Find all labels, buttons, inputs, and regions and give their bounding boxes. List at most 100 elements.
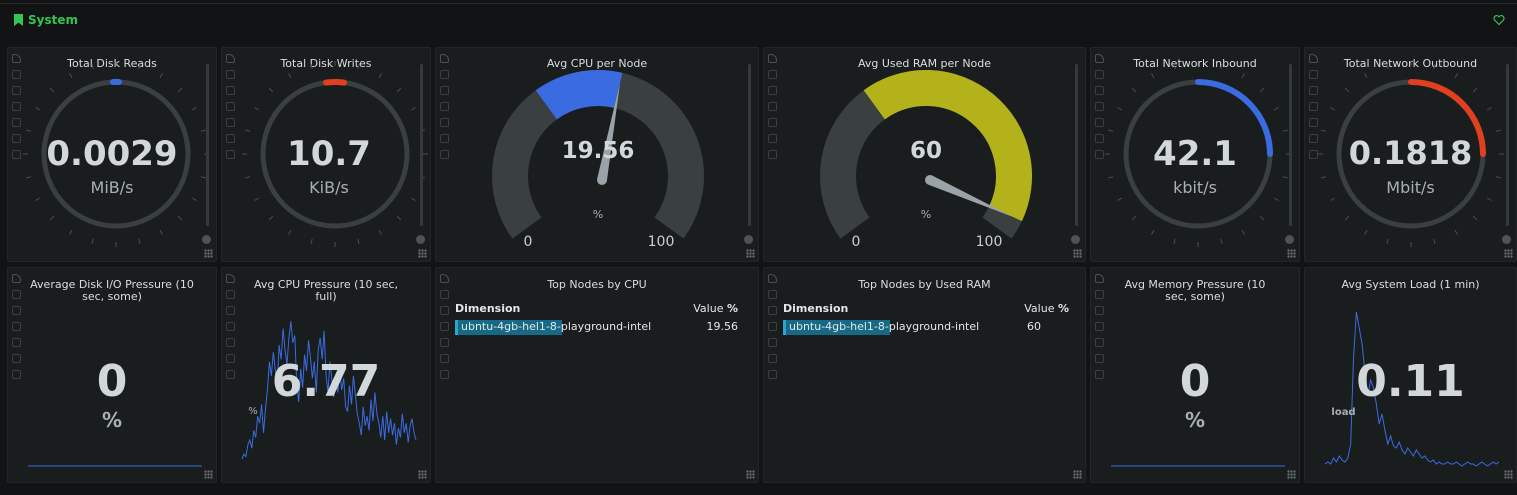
table-header: Dimension Value % [455, 302, 738, 316]
resize-handle-icon[interactable] [1287, 470, 1296, 479]
settings-icon[interactable] [1502, 235, 1511, 244]
gauge-tick [1364, 73, 1368, 79]
gauge-tick [1454, 73, 1458, 79]
bookmark-icon [14, 14, 23, 26]
value-cell: 60 [1027, 319, 1041, 333]
panel-disk-io-pressure: Average Disk I/O Pressure (10 sec, some)… [7, 267, 217, 483]
panel-scroll-bar[interactable] [420, 64, 423, 226]
value-display: 0 [96, 356, 128, 407]
resize-handle-icon[interactable] [204, 249, 213, 258]
resize-handle-icon[interactable] [1073, 470, 1082, 479]
resize-handle-icon[interactable] [1287, 249, 1296, 258]
gauge-tick [254, 197, 260, 201]
gauge-value: 60 [910, 138, 942, 164]
circular-gauge [1318, 61, 1504, 247]
gauge-tick [26, 129, 32, 132]
gauge-tick [378, 73, 382, 79]
panel-scroll-bar[interactable] [1289, 64, 1292, 226]
gauge-tick [357, 64, 360, 70]
value-display: 10.7 [287, 134, 371, 174]
resize-handle-icon[interactable] [1073, 249, 1082, 258]
resize-handle-icon[interactable] [418, 249, 427, 258]
value-display: 0.1818 [1348, 134, 1473, 172]
panel-toolbox[interactable] [440, 54, 450, 166]
gauge-max: 100 [976, 234, 1003, 250]
gauge-ticks [1318, 61, 1504, 247]
dimension-cell: ubntu-4gb-hel1-8-playground-intel [455, 319, 651, 335]
circular-gauge [242, 61, 428, 247]
column-header-dimension[interactable]: Dimension [455, 302, 521, 315]
gauge-ticks [1105, 61, 1291, 247]
table-row[interactable]: ubntu-4gb-hel1-8-playground-intel 60 [783, 318, 1069, 335]
gauge-tick [1151, 229, 1155, 235]
gauge-tick [69, 73, 73, 79]
resize-handle-icon[interactable] [1504, 470, 1513, 479]
gauge-ticks [23, 61, 209, 247]
section-title[interactable]: System [14, 13, 78, 27]
panel-scroll-bar[interactable] [206, 64, 209, 226]
gauge-tick [288, 73, 292, 79]
gauge-tick [177, 215, 183, 221]
panel-toolbox[interactable] [1309, 54, 1319, 166]
panel-toolbox[interactable] [768, 274, 778, 386]
gauge-tick [378, 229, 382, 235]
dimension-cell: ubntu-4gb-hel1-8-playground-intel [783, 319, 979, 335]
panel-scroll-bar[interactable] [748, 64, 751, 226]
settings-icon[interactable] [202, 235, 211, 244]
panel-toolbox[interactable] [226, 274, 236, 386]
sparkline [1324, 311, 1500, 467]
column-header-value[interactable]: Value % [1024, 302, 1069, 315]
gauge-tick [1117, 197, 1123, 201]
resize-handle-icon[interactable] [746, 249, 755, 258]
gauge-tick [1330, 107, 1336, 111]
resize-handle-icon[interactable] [746, 470, 755, 479]
panel-toolbox[interactable] [1095, 54, 1105, 166]
panel-toolbox[interactable] [12, 54, 22, 166]
panel-cpu-pressure: Avg CPU Pressure (10 sec, full) 6.77 % [221, 267, 431, 483]
gauge-tick [1259, 87, 1265, 93]
gauge-min: 0 [524, 234, 533, 250]
panel-scroll-bar[interactable] [1075, 64, 1078, 226]
gauge-unit: % [593, 208, 603, 221]
panel-toolbox[interactable] [12, 274, 22, 386]
gauge-tick [357, 238, 360, 244]
gauge-tick [1472, 215, 1478, 221]
panel-top-nodes-by-cpu: Top Nodes by CPU Dimension Value % ubntu… [435, 267, 759, 483]
value-bar [455, 319, 563, 335]
heart-icon[interactable] [1493, 14, 1505, 26]
panel-title: Avg System Load (1 min) [1341, 278, 1480, 291]
gauge-tick [1344, 87, 1350, 93]
settings-icon[interactable] [1285, 235, 1294, 244]
gauge-tick [1486, 197, 1492, 201]
gauge-tick [200, 129, 206, 132]
gauge-tick [1282, 176, 1288, 179]
gauge-tick [1364, 229, 1368, 235]
settings-icon[interactable] [416, 235, 425, 244]
half-gauge: 60 % 0 100 [820, 70, 1032, 250]
gauge-tick [35, 197, 41, 201]
panel-toolbox[interactable] [1095, 274, 1105, 386]
panel-scroll-bar[interactable] [1506, 64, 1509, 226]
gauge-tick [200, 176, 206, 179]
column-header-value[interactable]: Value % [693, 302, 738, 315]
value-bar [783, 319, 891, 335]
gauge-tick [410, 107, 416, 111]
value-display: 0.11 [1356, 356, 1465, 407]
table-row[interactable]: ubntu-4gb-hel1-8-playground-intel 19.56 [455, 318, 738, 335]
panel-total-network-outbound: Total Network Outbound 0.1818 Mbit/s [1304, 47, 1517, 262]
settings-icon[interactable] [744, 235, 753, 244]
value-display: 0.0029 [46, 134, 178, 174]
unit-label: Mbit/s [1386, 178, 1435, 197]
column-header-dimension[interactable]: Dimension [783, 302, 849, 315]
resize-handle-icon[interactable] [1504, 249, 1513, 258]
settings-icon[interactable] [1071, 235, 1080, 244]
panel-toolbox[interactable] [226, 54, 236, 166]
gauge-arc [1408, 79, 1486, 157]
resize-handle-icon[interactable] [204, 470, 213, 479]
resize-handle-icon[interactable] [418, 470, 427, 479]
gauge-tick [268, 215, 274, 221]
panel-toolbox[interactable] [768, 54, 778, 166]
panel-toolbox[interactable] [440, 274, 450, 386]
gauge-unit: % [921, 208, 931, 221]
series-line [241, 321, 417, 460]
